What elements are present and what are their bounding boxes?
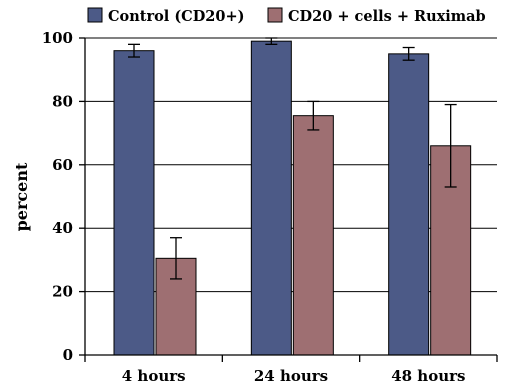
y-tick-label: 100 <box>42 29 73 47</box>
legend-swatch <box>87 7 103 23</box>
y-tick-label: 20 <box>52 283 73 301</box>
bar <box>292 115 334 356</box>
x-tick-label: 48 hours <box>391 367 465 385</box>
x-tick-label: 4 hours <box>122 367 186 385</box>
error-bars <box>128 37 457 280</box>
y-tick-label: 40 <box>52 219 73 237</box>
y-tick-label: 60 <box>52 156 73 174</box>
x-tick-label: 24 hours <box>254 367 328 385</box>
bars <box>113 40 472 356</box>
x-axis-categories: 4 hours 24 hours 48 hours <box>84 355 498 385</box>
legend-label: CD20 + cells + Ruximab <box>288 8 486 25</box>
bar <box>250 40 292 356</box>
legend-swatch <box>267 7 283 23</box>
bar <box>113 50 155 356</box>
y-axis-ticks: 0 20 40 60 80 100 <box>42 29 85 364</box>
bar <box>388 53 430 356</box>
axes <box>84 38 497 356</box>
y-tick-label: 80 <box>52 92 73 110</box>
y-tick-label: 0 <box>63 346 73 364</box>
legend: Control (CD20+) CD20 + cells + Ruximab <box>87 7 486 25</box>
y-axis-label: percent <box>12 162 31 231</box>
legend-label: Control (CD20+) <box>108 8 244 25</box>
